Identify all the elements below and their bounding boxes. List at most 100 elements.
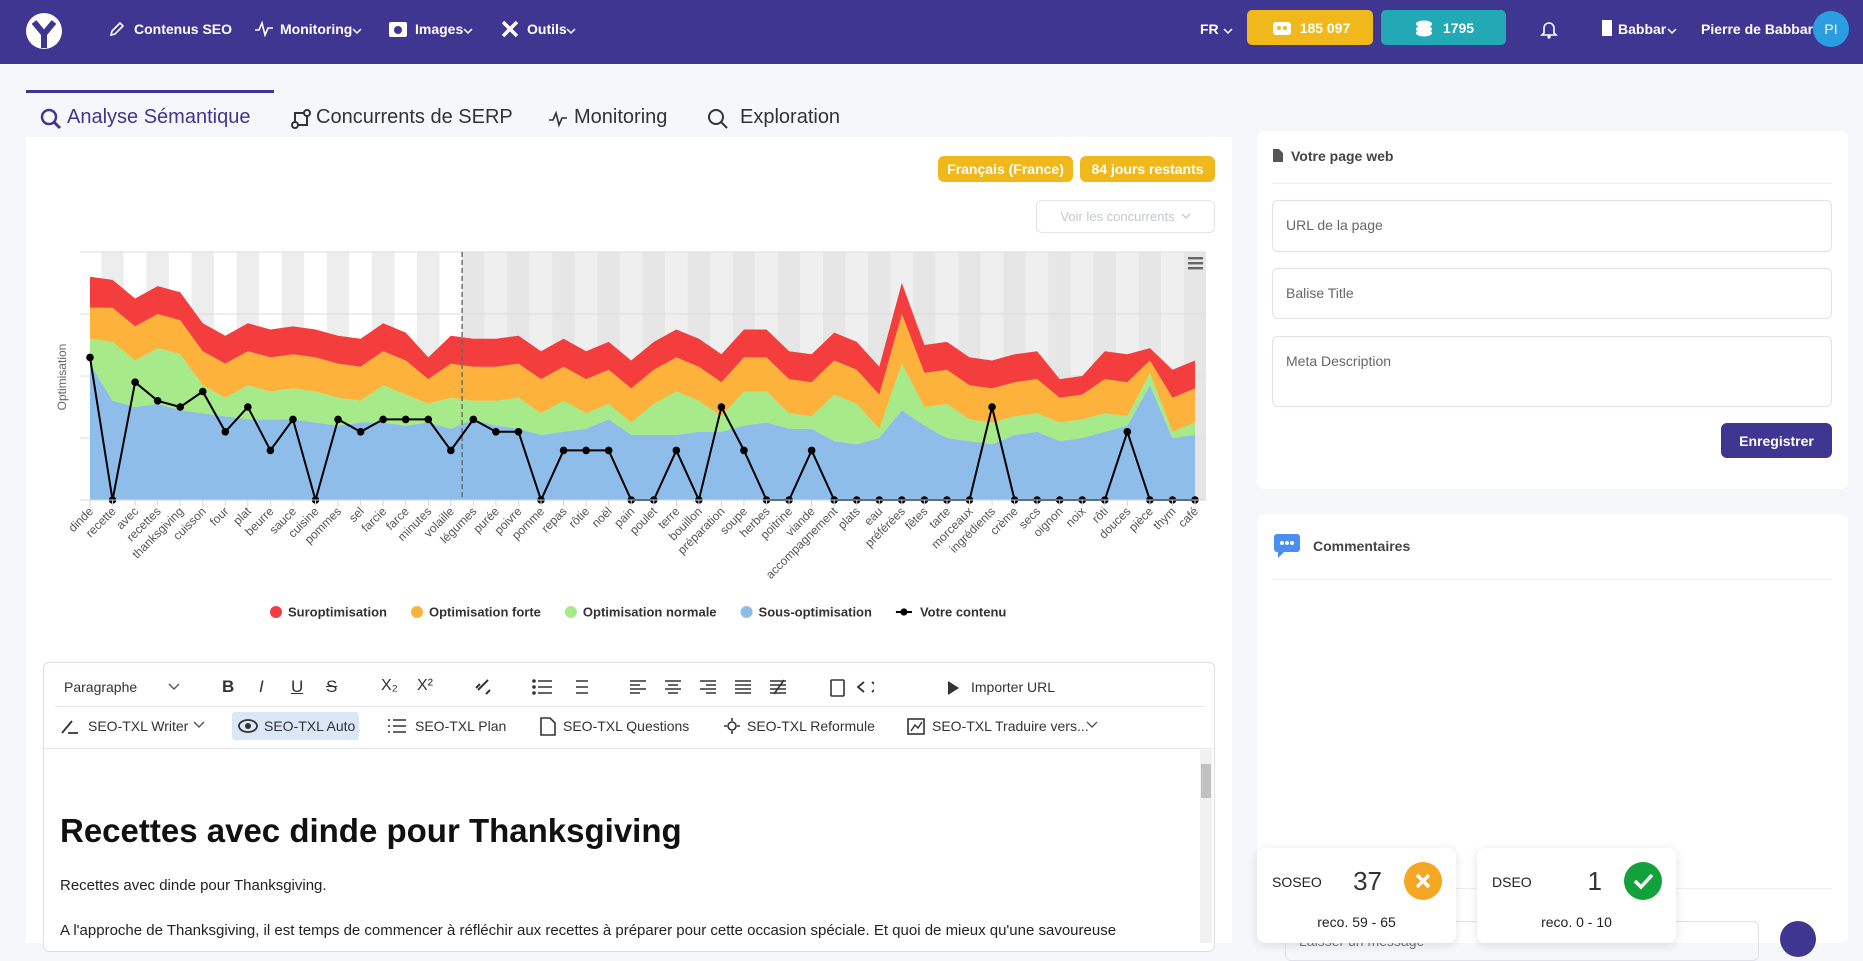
legend-label: Optimisation forte	[429, 605, 541, 620]
caret	[1223, 28, 1233, 35]
tool-icons	[61, 717, 925, 736]
pulse-icon	[549, 110, 567, 128]
meta-input[interactable]: Meta Description	[1272, 336, 1832, 407]
tab[interactable]: Analyse Sémantique	[67, 106, 251, 128]
line-point	[1123, 428, 1132, 436]
score-reco: reco. 59 - 65	[1317, 914, 1396, 930]
bell-icon[interactable]	[1540, 19, 1558, 39]
document-heading: Recettes avec dinde pour Thanksgiving	[60, 812, 682, 849]
import-url-button[interactable]: Importer URL	[971, 679, 1056, 695]
line-point	[988, 403, 996, 411]
tool-button[interactable]: SEO-TXL Questions	[563, 718, 690, 734]
tool-button[interactable]: SEO-TXL Reformule	[747, 718, 875, 734]
nav-item[interactable]: Images	[415, 21, 464, 37]
italic-button[interactable]: I	[259, 677, 264, 696]
tokens: 1795	[1442, 19, 1475, 36]
line-point	[244, 403, 252, 411]
navbar: Contenus SEO Monitoring Images Outils FR…	[0, 0, 1863, 64]
x-tick-label: noix	[1063, 504, 1088, 529]
line-point	[447, 446, 455, 455]
x-tick-label: plats	[835, 504, 863, 532]
bold-button[interactable]: B	[222, 677, 235, 696]
competitors-button[interactable]: Voir les concurrents	[1036, 200, 1215, 233]
legend-marker	[410, 606, 423, 618]
search-icon	[708, 109, 728, 129]
line-point	[289, 415, 297, 424]
url-input[interactable]: URL de la page	[1272, 200, 1832, 252]
strike-button[interactable]: S	[326, 677, 338, 696]
analysis-icon	[40, 108, 62, 130]
image-icon	[389, 22, 407, 37]
tool-button[interactable]: SEO-TXL Auto	[264, 718, 356, 734]
line-point	[86, 353, 94, 362]
legend-marker	[900, 608, 908, 616]
user-name[interactable]: Pierre de Babbar	[1701, 21, 1814, 37]
scroll-thumb[interactable]	[1201, 764, 1211, 798]
serp-icon	[291, 109, 311, 129]
logo	[26, 13, 62, 49]
divider	[1272, 579, 1832, 580]
tool-button[interactable]: SEO-TXL Plan	[415, 718, 507, 734]
superscript-button[interactable]: X²	[417, 677, 433, 694]
tab[interactable]: Monitoring	[574, 106, 668, 128]
send-button[interactable]	[1780, 921, 1816, 957]
line-point	[198, 387, 207, 396]
x-tick-label: farcie	[359, 504, 390, 535]
content-divider	[44, 748, 1214, 749]
credits-pill[interactable]: 185 097	[1247, 10, 1373, 45]
days-badge: 84 jours restants	[1080, 156, 1215, 182]
chart-menu-icon	[1188, 267, 1203, 270]
line-point	[153, 397, 162, 405]
comments-icon	[1274, 534, 1300, 558]
chart: Optimisation dinderecetteavecrecettestha…	[55, 251, 1206, 620]
title-input[interactable]: Balise Title	[1272, 268, 1832, 319]
nav-item[interactable]: Monitoring	[280, 21, 353, 37]
tokens-pill[interactable]: 1795	[1381, 10, 1506, 45]
nav-item[interactable]: Contenus SEO	[134, 21, 233, 37]
line-point	[469, 415, 478, 424]
line-point	[334, 415, 342, 424]
x-tick-label: repas	[539, 504, 570, 535]
tab[interactable]: Exploration	[740, 106, 841, 128]
line-point	[604, 446, 613, 455]
x-tick-label: four	[207, 504, 232, 529]
avatar[interactable]: PI	[1813, 11, 1849, 47]
comments-title: Commentaires	[1313, 538, 1411, 554]
caret	[1667, 28, 1677, 35]
editor	[43, 662, 1215, 952]
tool-button[interactable]: SEO-TXL Writer	[88, 718, 189, 734]
line-point	[559, 446, 568, 455]
tab[interactable]: Concurrents de SERP	[316, 106, 513, 128]
block-format[interactable]: Paragraphe	[64, 679, 138, 695]
line-point	[401, 415, 410, 424]
subscript-button[interactable]: X₂	[381, 677, 398, 694]
credits: 185 097	[1299, 19, 1351, 36]
area-series	[90, 276, 1195, 398]
y-axis-title: Optimisation	[55, 344, 69, 411]
nav-item[interactable]: Outils	[527, 21, 567, 37]
lang-select[interactable]: FR	[1200, 21, 1219, 37]
check-icon	[1633, 873, 1654, 890]
legend-marker	[564, 606, 577, 618]
x-tick-label: pièce	[1126, 504, 1156, 534]
line-point	[131, 378, 139, 387]
x-tick-label: noël	[589, 504, 615, 530]
line-point	[379, 415, 387, 424]
save-button[interactable]: Enregistrer	[1721, 423, 1832, 458]
legend-marker	[740, 606, 753, 618]
x-tick-label: fêtes	[902, 504, 930, 532]
area-series	[90, 307, 1195, 432]
caret	[168, 683, 180, 690]
score-value: 1	[1587, 866, 1602, 896]
caret	[1086, 721, 1098, 728]
line-point	[492, 428, 500, 436]
toolbar-icons	[475, 679, 874, 697]
tool-button[interactable]: SEO-TXL Traduire vers...	[932, 718, 1089, 734]
line-point	[221, 428, 230, 436]
underline-button[interactable]: U	[291, 677, 304, 696]
pen-icon	[109, 21, 125, 37]
line-point	[356, 428, 365, 436]
workspace[interactable]: Babbar	[1618, 21, 1667, 37]
scrollbar[interactable]	[1200, 750, 1212, 943]
